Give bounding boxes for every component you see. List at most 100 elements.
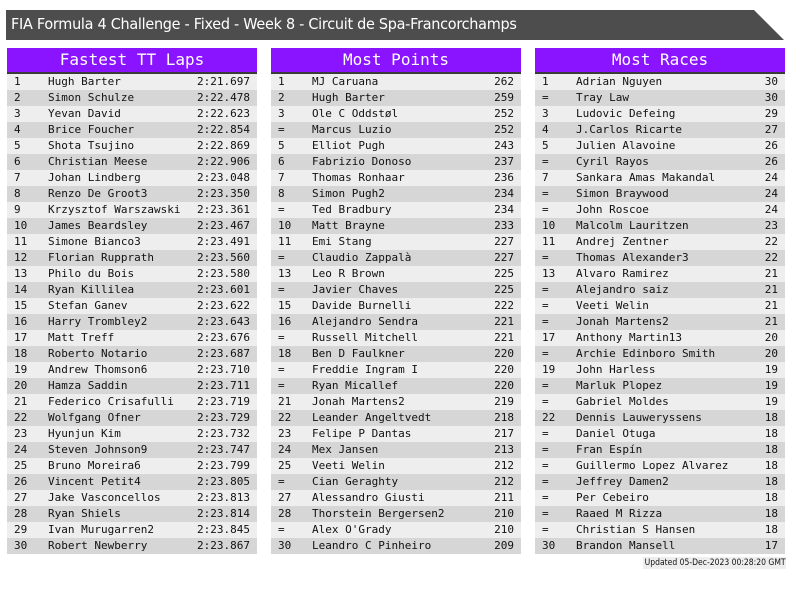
table-row: 24 Steven Johnson9 2:23.747 [7,442,257,458]
table-row: 16 Harry Trombley2 2:23.643 [7,314,257,330]
driver-name-cell: Elliot Pugh [312,139,385,152]
value-cell: 262 [494,75,514,88]
value-cell: 2:23.711 [197,379,250,392]
rank-cell: = [542,427,549,440]
rank-cell: 28 [14,507,28,520]
rank-cell: 22 [278,411,292,424]
rank-cell: 18 [14,347,28,360]
driver-name-cell: Veeti Welin [576,299,649,312]
driver-name-cell: Johan Lindberg [48,171,141,184]
table-row: = Russell Mitchell 221 [271,330,521,346]
table-row: 23 Felipe P Dantas 217 [271,426,521,442]
rank-cell: = [278,203,285,216]
rank-cell: = [542,347,549,360]
driver-name-cell: Jeffrey Damen2 [576,475,669,488]
value-cell: 211 [494,491,514,504]
rank-cell: 8 [278,187,285,200]
table-row: 1 Adrian Nguyen 30 [535,74,785,90]
rank-cell: 3 [14,107,21,120]
table-row: = Daniel Otuga 18 [535,426,785,442]
rank-cell: = [542,315,549,328]
most-points-table: Most Points 1 MJ Caruana 262 2 Hugh Barter 25… [271,48,521,554]
table-row: = Claudio Zappalà 227 [271,250,521,266]
driver-name-cell: Andrej Zentner [576,235,669,248]
table-row: 3 Ole C Oddstøl 252 [271,106,521,122]
page-title: FIA Formula 4 Challenge - Fixed - Week 8… [11,15,517,33]
value-cell: 2:23.601 [197,283,250,296]
driver-name-cell: Leander Angeltvedt [312,411,432,424]
rank-cell: 10 [14,219,28,232]
table-row: 30 Leandro C Pinheiro 209 [271,538,521,554]
driver-name-cell: Javier Chaves [312,283,399,296]
table-row: 13 Leo R Brown 225 [271,266,521,282]
driver-name-cell: Bruno Moreira6 [48,459,141,472]
driver-name-cell: Fran Espín [576,443,643,456]
value-cell: 2:23.729 [197,411,250,424]
rank-cell: 29 [14,523,28,536]
table-row: = Raaed M Rizza 18 [535,506,785,522]
value-cell: 24 [764,171,778,184]
table-row: = Marluk Plopez 19 [535,378,785,394]
rank-cell: 10 [542,219,556,232]
table-row: = Javier Chaves 225 [271,282,521,298]
driver-name-cell: Wolfgang Ofner [48,411,141,424]
rank-cell: = [542,491,549,504]
value-cell: 213 [494,443,514,456]
rank-cell: 16 [14,315,28,328]
rank-cell: 5 [14,139,21,152]
driver-name-cell: Roberto Notario [48,347,148,360]
value-cell: 237 [494,155,514,168]
driver-name-cell: Alex O'Grady [312,523,392,536]
value-cell: 21 [764,315,778,328]
value-cell: 2:23.467 [197,219,250,232]
rank-cell: 8 [14,187,21,200]
value-cell: 217 [494,427,514,440]
table-row: = Veeti Welin 21 [535,298,785,314]
rank-cell: 30 [278,539,292,552]
rank-cell: = [542,459,549,472]
driver-name-cell: Thorstein Bergersen2 [312,507,445,520]
rank-cell: 22 [14,411,28,424]
table-row: 5 Elliot Pugh 243 [271,138,521,154]
driver-name-cell: Gabriel Moldes [576,395,669,408]
rank-cell: = [278,251,285,264]
driver-name-cell: Shota Tsujino [48,139,135,152]
rank-cell: 27 [14,491,28,504]
table-row: 20 Hamza Saddin 2:23.711 [7,378,257,394]
table-row: = Fran Espín 18 [535,442,785,458]
driver-name-cell: Alejandro Sendra [312,315,418,328]
value-cell: 21 [764,299,778,312]
rank-cell: 6 [278,155,285,168]
table-row: 22 Leander Angeltvedt 218 [271,410,521,426]
value-cell: 220 [494,363,514,376]
driver-name-cell: Brice Foucher [48,123,135,136]
driver-name-cell: Per Cebeiro [576,491,649,504]
value-cell: 2:22.478 [197,91,250,104]
driver-name-cell: Hyunjun Kim [48,427,121,440]
table-row: = Christian S Hansen 18 [535,522,785,538]
rank-cell: 4 [14,123,21,136]
value-cell: 18 [764,475,778,488]
driver-name-cell: Marluk Plopez [576,379,663,392]
rank-cell: 3 [542,107,549,120]
value-cell: 18 [764,523,778,536]
value-cell: 2:23.813 [197,491,250,504]
table-row: 4 J.Carlos Ricarte 27 [535,122,785,138]
value-cell: 210 [494,523,514,536]
driver-name-cell: Cyril Rayos [576,155,649,168]
driver-name-cell: Tray Law [576,91,629,104]
driver-name-cell: Steven Johnson9 [48,443,148,456]
rank-cell: 13 [278,267,292,280]
table-row: 17 Anthony Martin13 20 [535,330,785,346]
driver-name-cell: Christian Meese [48,155,148,168]
table-row: 3 Ludovic Defeing 29 [535,106,785,122]
value-cell: 212 [494,459,514,472]
value-cell: 2:22.623 [197,107,250,120]
rank-cell: 16 [278,315,292,328]
rank-cell: = [542,523,549,536]
table-row: 10 Matt Brayne 233 [271,218,521,234]
table-row: 11 Emi Stang 227 [271,234,521,250]
rank-cell: = [542,91,549,104]
table-row: 22 Wolfgang Ofner 2:23.729 [7,410,257,426]
rank-cell: 10 [278,219,292,232]
